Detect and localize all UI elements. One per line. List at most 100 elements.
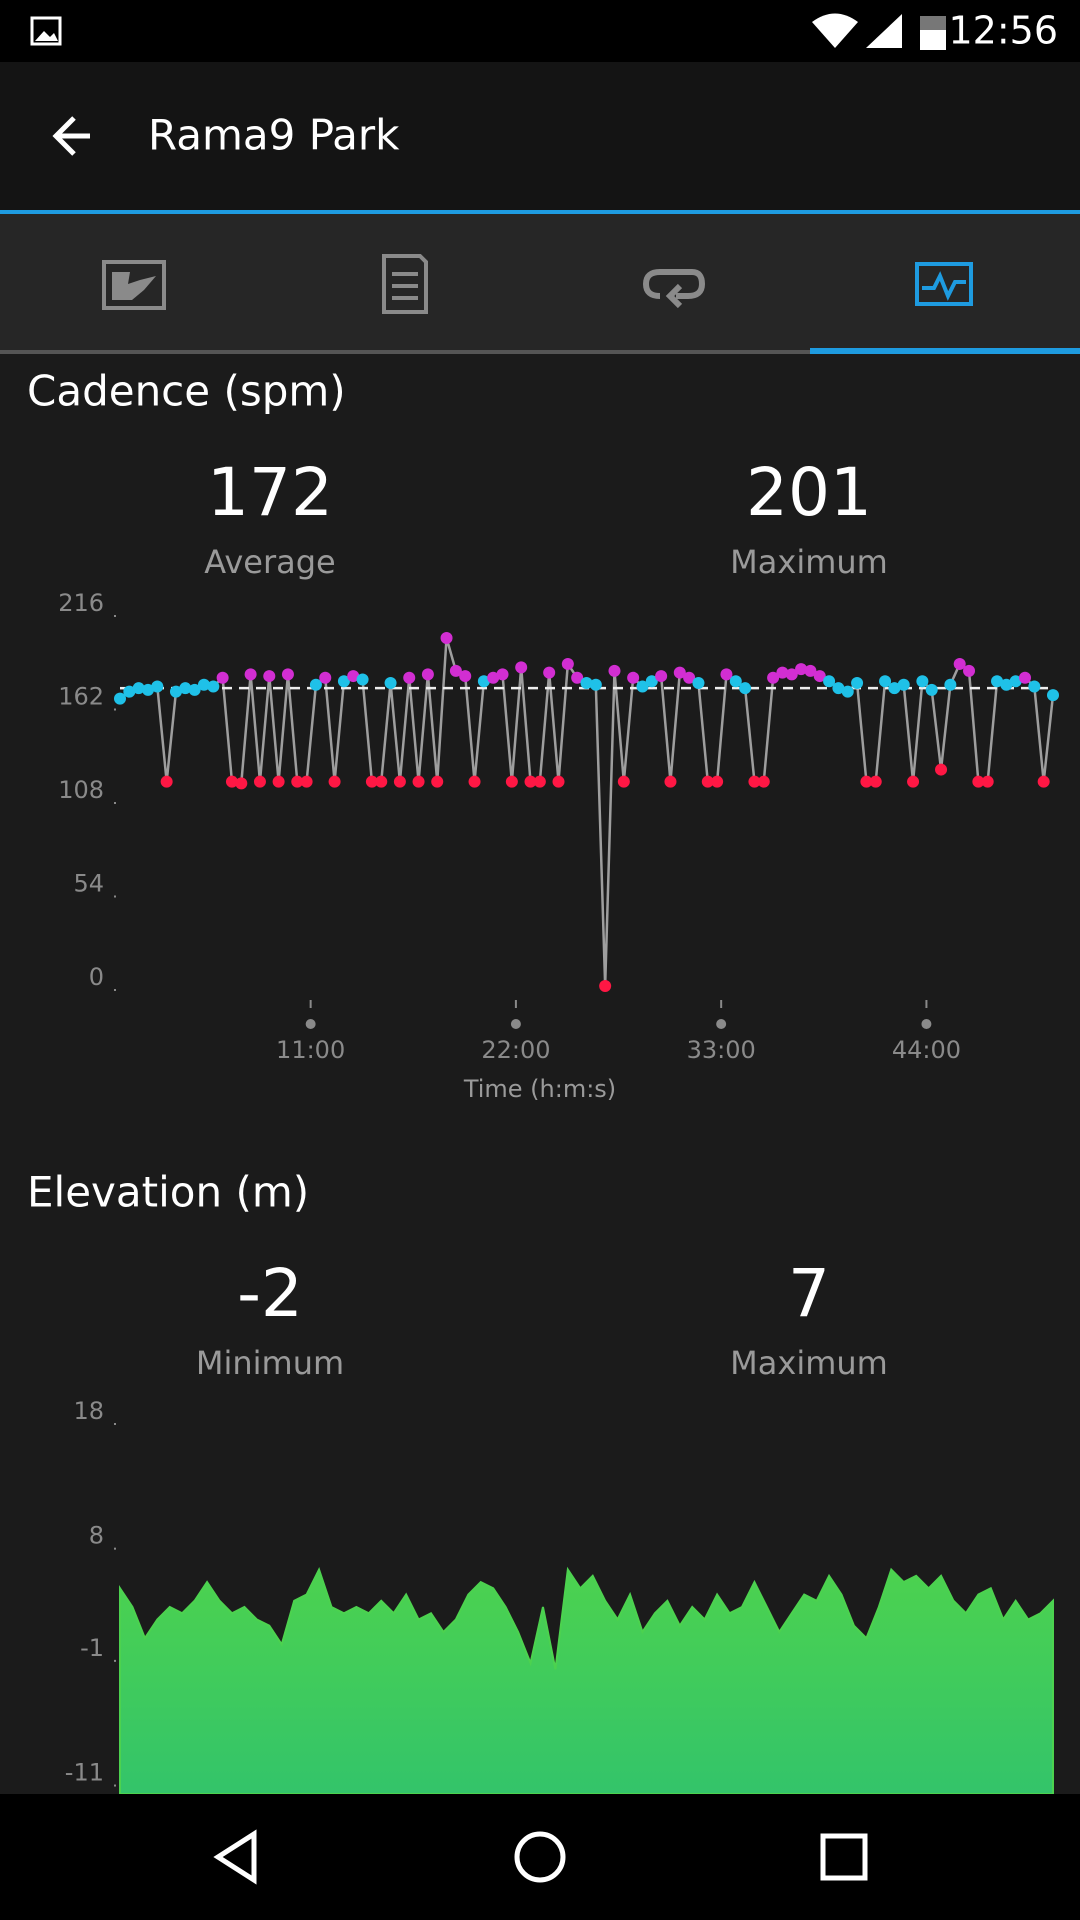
tab-map[interactable] xyxy=(102,260,166,310)
y-tick-label: -11 xyxy=(65,1759,104,1787)
y-tick-label: 162 xyxy=(58,683,104,711)
cadence-point xyxy=(365,775,378,788)
y-tick-label: 216 xyxy=(58,589,104,617)
cadence-point xyxy=(328,775,341,788)
stat-label: Maximum xyxy=(730,1344,888,1382)
y-tick-label: 18 xyxy=(73,1397,104,1425)
stat-value: 201 xyxy=(746,454,872,531)
section-title: Elevation (m) xyxy=(27,1168,309,1217)
cadence-point xyxy=(963,664,976,677)
cadence-point xyxy=(813,670,826,683)
cadence-point xyxy=(123,685,136,698)
app-bar xyxy=(0,62,1080,210)
cadence-point xyxy=(841,685,854,698)
tab-underline xyxy=(0,350,810,354)
nav-back[interactable] xyxy=(213,1829,257,1885)
battery-level xyxy=(920,30,946,50)
cadence-point xyxy=(216,671,229,684)
cadence-point xyxy=(832,682,845,695)
cadence-point xyxy=(627,671,640,684)
cadence-point xyxy=(1000,678,1013,691)
cadence-point xyxy=(561,657,574,670)
cadence-point xyxy=(169,685,182,698)
x-tick-label: 44:00 xyxy=(892,1036,961,1064)
cadence-point xyxy=(1028,680,1041,693)
cadence-point xyxy=(972,775,985,788)
cadence-point xyxy=(953,657,966,670)
gallery-icon xyxy=(30,16,62,46)
nav-home[interactable] xyxy=(514,1831,566,1883)
x-tick-dot xyxy=(716,1019,727,1029)
stat-label: Maximum xyxy=(730,543,888,581)
cadence-point xyxy=(804,664,817,677)
cadence-point xyxy=(897,678,910,691)
stat-value: -2 xyxy=(237,1255,303,1332)
cadence-point xyxy=(356,673,369,686)
cadence-point xyxy=(683,671,696,684)
cadence-point xyxy=(645,675,658,688)
tab-details[interactable] xyxy=(382,254,428,314)
cadence-point xyxy=(225,775,238,788)
nav-recents[interactable] xyxy=(820,1833,868,1881)
cadence-point xyxy=(263,670,276,683)
cadence-point xyxy=(767,671,780,684)
cadence-point xyxy=(412,775,425,788)
cadence-point xyxy=(981,775,994,788)
x-tick-label: 11:00 xyxy=(276,1036,345,1064)
cadence-point xyxy=(188,683,201,696)
cadence-point xyxy=(281,668,294,681)
cadence-point xyxy=(664,775,677,788)
cadence-point xyxy=(571,671,584,684)
y-tick-label: -1 xyxy=(80,1634,104,1662)
cadence-point xyxy=(244,668,257,681)
elevation-area xyxy=(119,1566,1054,1795)
cadence-point xyxy=(132,682,145,695)
nav-bar xyxy=(0,1794,1080,1920)
plots: 0 54 108 162 216 11:00 22:00 33:00 44:00 -11 -1 8 18 xyxy=(58,589,1059,1795)
cadence-point xyxy=(692,676,705,689)
cadence-point xyxy=(440,631,453,644)
x-tick-label: 33:00 xyxy=(687,1036,756,1064)
cadence-point xyxy=(141,683,154,696)
cadence-point xyxy=(608,664,621,677)
tab-icon xyxy=(382,254,428,314)
cadence-point xyxy=(552,775,565,788)
cadence-point xyxy=(935,763,948,776)
cadence-point xyxy=(823,675,836,688)
tab-charts[interactable] xyxy=(915,262,973,306)
cadence-point xyxy=(748,775,761,788)
cadence-point xyxy=(543,666,556,679)
cadence-point xyxy=(785,668,798,681)
cadence-point xyxy=(1019,671,1032,684)
cadence-point xyxy=(533,775,546,788)
x-tick-dot xyxy=(921,1019,932,1029)
cadence-point xyxy=(477,675,490,688)
tab-bar xyxy=(0,214,1080,354)
cadence-point xyxy=(179,682,192,695)
cadence-point xyxy=(309,678,322,691)
tab-icon-shape xyxy=(112,272,156,300)
gallery-icon-shape xyxy=(35,31,58,41)
cadence-point xyxy=(907,775,920,788)
y-tick-label: 8 xyxy=(89,1522,104,1550)
status-bar xyxy=(0,0,1080,62)
y-tick-label: 0 xyxy=(89,963,104,991)
signal-icon xyxy=(866,14,902,48)
y-tick-label: 54 xyxy=(73,870,104,898)
cadence-point xyxy=(1037,775,1050,788)
cadence-point xyxy=(524,775,537,788)
section-title: Cadence (spm) xyxy=(27,367,346,416)
cadence-point xyxy=(636,680,649,693)
page-title: Rama9 Park xyxy=(148,111,400,160)
cadence-point xyxy=(851,676,864,689)
x-axis-title: Time (h:m:s) xyxy=(463,1075,616,1103)
x-tick-dot xyxy=(305,1019,316,1029)
tab-laps[interactable] xyxy=(642,269,706,309)
cadence-point xyxy=(860,775,873,788)
back-button[interactable] xyxy=(52,116,90,156)
cadence-point xyxy=(599,980,612,992)
cadence-point xyxy=(421,668,434,681)
cadence-point xyxy=(375,775,388,788)
cadence-point xyxy=(655,670,668,683)
cadence-point xyxy=(720,668,733,681)
